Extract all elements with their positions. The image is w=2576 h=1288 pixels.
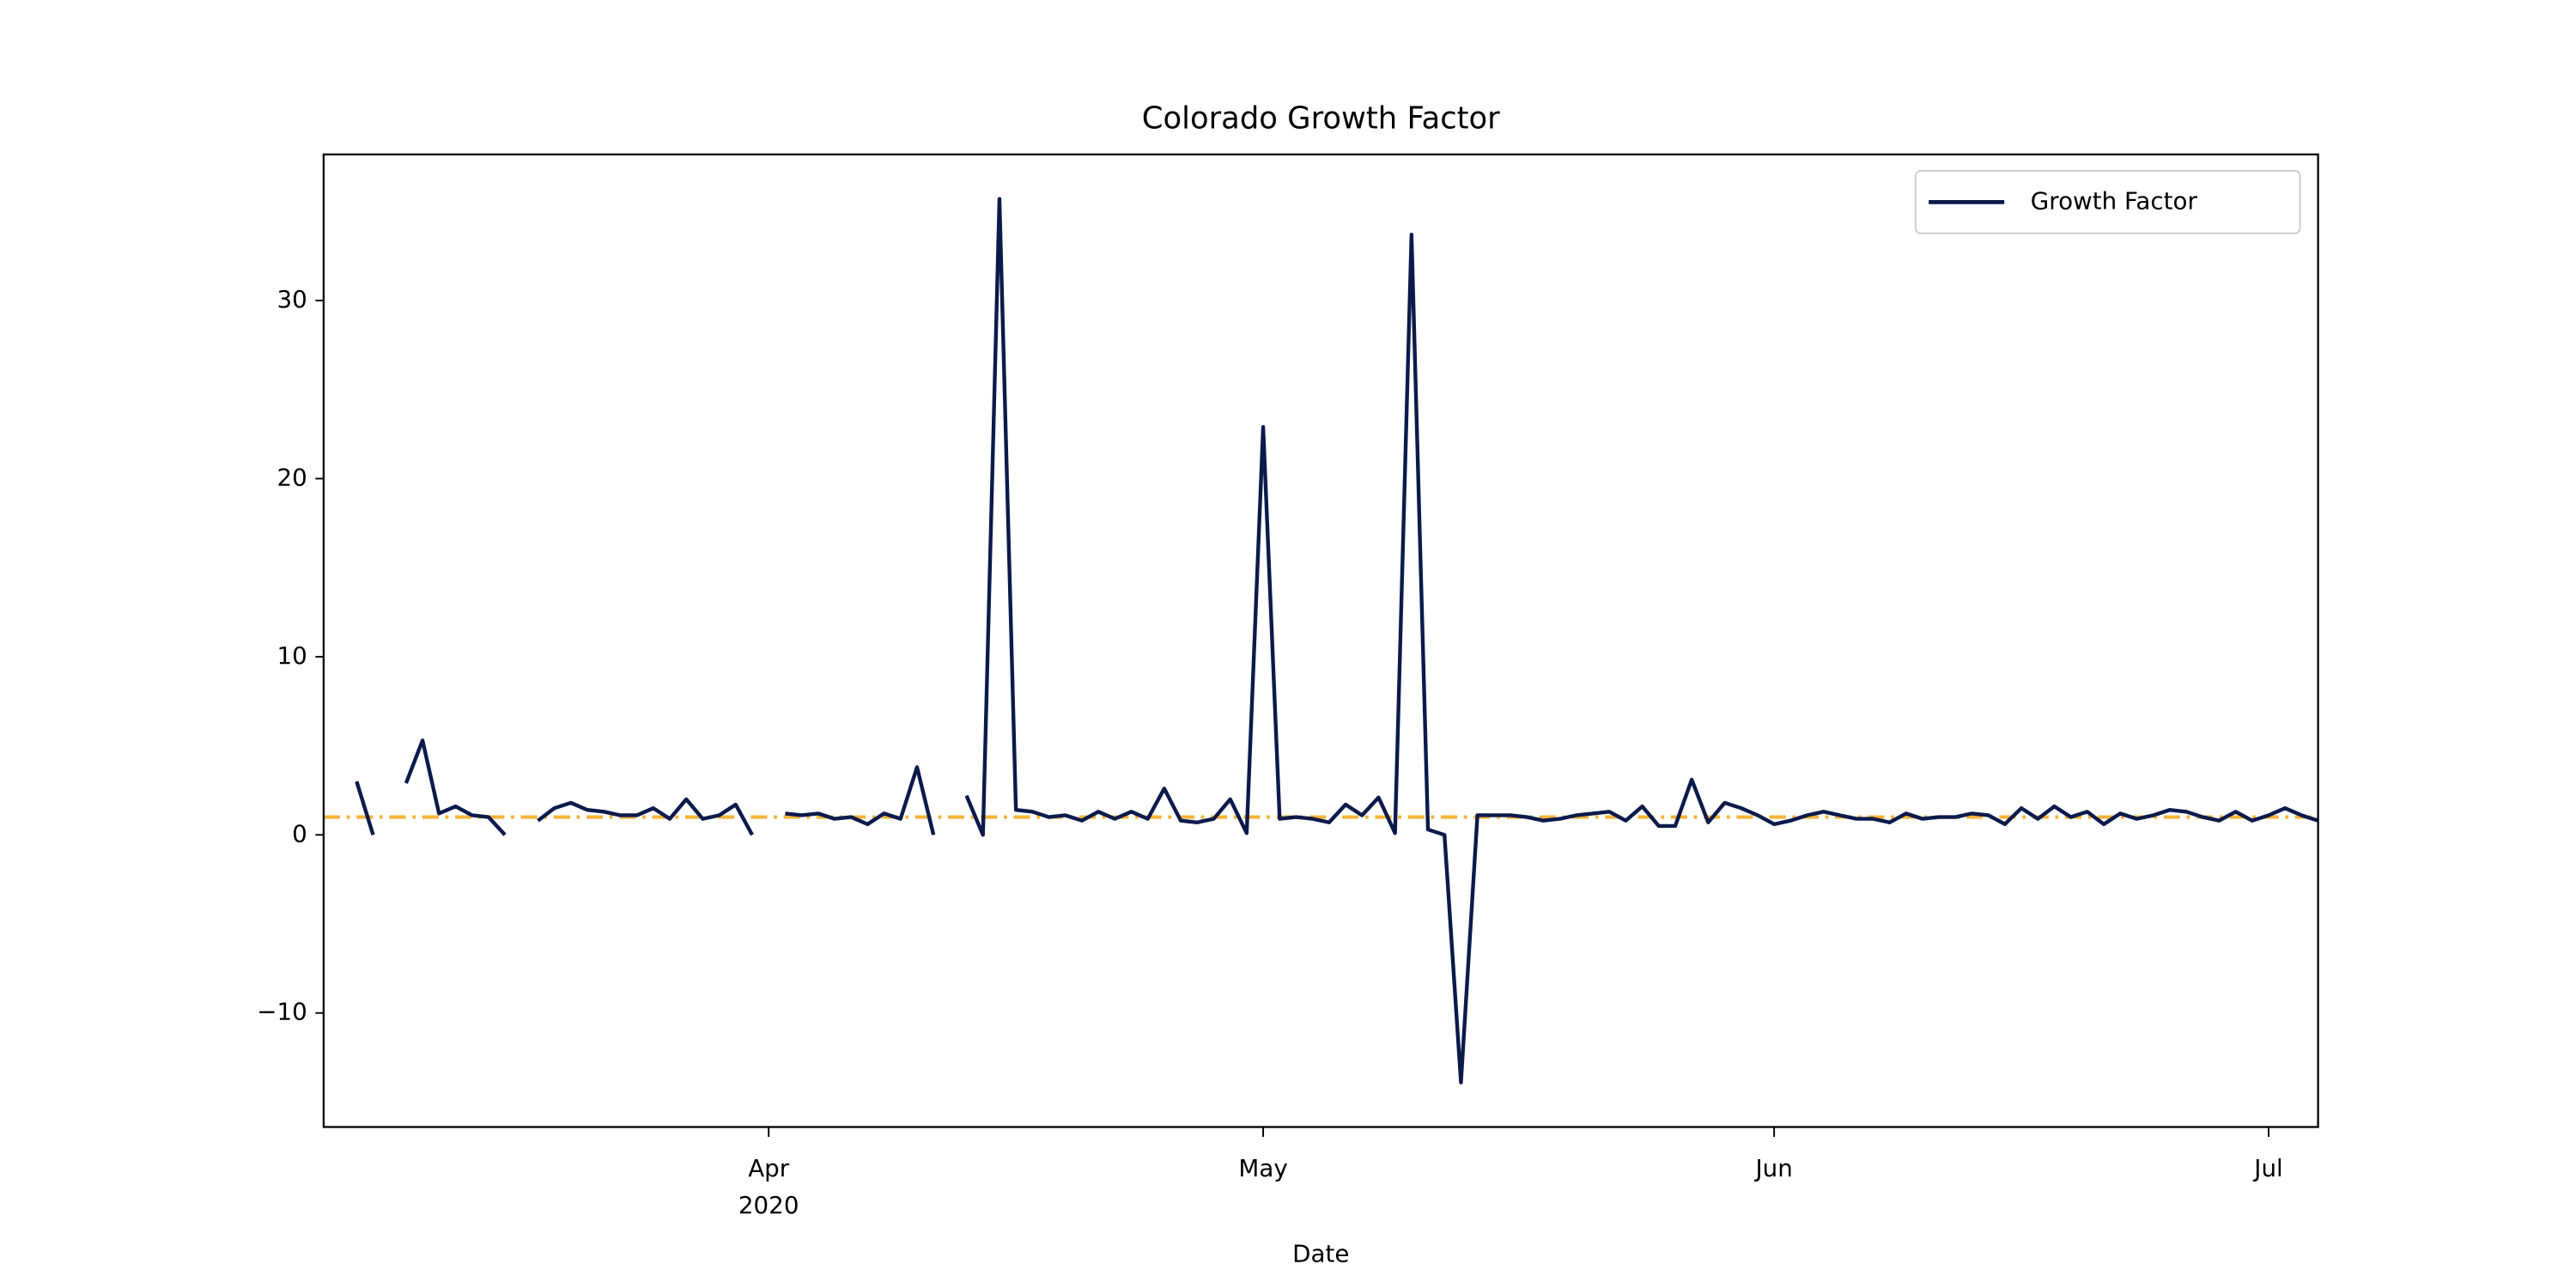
plot-frame [322,153,2319,1128]
x-tick-label: Jul [2252,1154,2282,1182]
legend-label: Growth Factor [2031,186,2198,215]
y-tick-label: −10 [257,998,307,1026]
legend: Growth Factor [1914,170,2301,234]
x-tick-label: May [1238,1154,1287,1182]
y-tick-label: 20 [276,463,307,491]
x-axis-label: Date [1292,1240,1349,1268]
x-tick-label: Apr 2020 [738,1154,799,1219]
y-tick-label: 10 [276,641,307,670]
data-line [355,197,2319,1084]
chart-title: Colorado Growth Factor [1142,101,1500,137]
y-tick-label: 0 [292,819,307,848]
y-tick-label: 30 [276,285,307,313]
legend-box [1914,170,2301,234]
x-tick-label: Jun [1753,1154,1792,1182]
